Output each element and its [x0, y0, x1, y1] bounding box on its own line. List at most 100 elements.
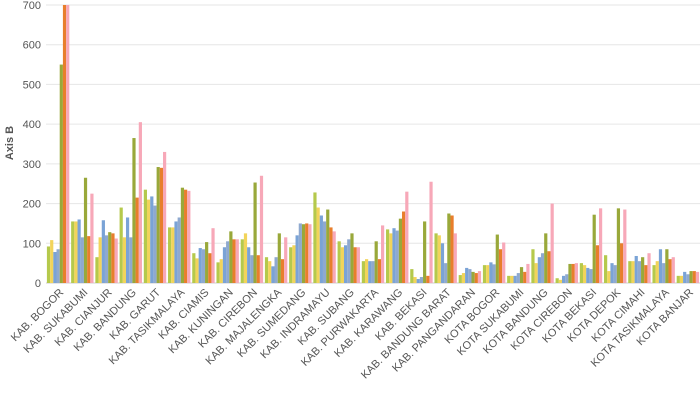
bar: [66, 5, 70, 283]
y-axis-title: Axis B: [4, 126, 16, 160]
bar: [289, 247, 293, 283]
bar: [589, 269, 593, 283]
bar: [413, 277, 417, 283]
bar: [523, 271, 527, 283]
bar: [322, 221, 327, 283]
bar: [301, 224, 306, 283]
bar: [350, 233, 354, 283]
bar: [571, 263, 575, 283]
bar: [561, 275, 566, 283]
bar: [465, 267, 469, 283]
bar: [259, 175, 264, 283]
bar: [498, 249, 503, 283]
bar: [440, 243, 445, 283]
y-tick-label: 700: [23, 0, 41, 12]
bar: [389, 233, 393, 283]
bar: [458, 275, 462, 283]
bar: [192, 253, 196, 283]
bar: [90, 193, 94, 283]
bar: [77, 219, 81, 283]
bar: [641, 257, 645, 283]
bar: [519, 267, 524, 283]
bar: [447, 213, 451, 283]
bar: [180, 187, 185, 283]
bar: [353, 247, 357, 283]
bar: [313, 192, 317, 283]
bar: [377, 259, 381, 283]
bar: [434, 233, 438, 283]
bar: [171, 227, 175, 283]
bar: [305, 223, 309, 283]
bar: [256, 255, 260, 283]
bar: [319, 215, 323, 283]
bar: [198, 248, 202, 283]
bar: [80, 237, 84, 283]
bar: [565, 274, 569, 283]
bar: [395, 230, 399, 283]
bar: [292, 245, 296, 283]
bar: [637, 261, 642, 283]
bar: [489, 262, 493, 283]
bar: [98, 237, 102, 283]
bar: [671, 257, 675, 283]
bar: [187, 190, 191, 283]
bar: [247, 247, 251, 283]
bar: [264, 257, 269, 283]
bar: [510, 275, 514, 283]
bar: [135, 197, 139, 283]
bar: [658, 249, 663, 283]
bar: [205, 242, 209, 283]
bar: [222, 247, 227, 283]
bar: [243, 233, 248, 283]
y-tick-label: 500: [23, 79, 41, 91]
bar: [201, 249, 206, 283]
bar: [486, 265, 490, 283]
bar: [444, 263, 448, 283]
bar: [101, 220, 105, 283]
bar: [586, 267, 590, 283]
bar: [295, 235, 299, 283]
y-tick-label: 300: [23, 159, 41, 171]
bar: [329, 227, 333, 283]
bar: [662, 263, 666, 283]
bar: [280, 259, 285, 283]
bar: [583, 265, 587, 283]
bar: [526, 263, 530, 283]
bar: [177, 217, 181, 283]
bar: [550, 203, 554, 283]
bar: [474, 273, 478, 283]
bar: [240, 239, 244, 283]
bar: [56, 249, 60, 283]
bar: [668, 259, 672, 283]
bar: [371, 261, 375, 283]
bar: [226, 241, 230, 283]
bar: [326, 209, 330, 283]
bar: [122, 237, 126, 283]
bar: [232, 239, 236, 283]
bar: [50, 240, 54, 283]
bar: [540, 253, 545, 283]
bar: [631, 261, 635, 283]
bar: [374, 241, 378, 283]
bar: [450, 215, 454, 283]
bar: [95, 257, 99, 283]
bar: [62, 5, 67, 283]
bar: [426, 275, 430, 283]
bar: [595, 245, 599, 283]
bar: [216, 262, 220, 283]
bar: [114, 238, 118, 283]
bar: [607, 271, 611, 283]
bar: [381, 225, 385, 283]
bar: [655, 261, 659, 283]
bar: [46, 246, 51, 283]
bar: [332, 231, 336, 283]
bar: [392, 228, 396, 283]
bar: [613, 265, 617, 283]
bar: [679, 275, 684, 283]
bar: [652, 265, 656, 283]
bar: [544, 233, 548, 283]
y-tick-label: 400: [23, 119, 41, 131]
bar: [356, 247, 360, 283]
